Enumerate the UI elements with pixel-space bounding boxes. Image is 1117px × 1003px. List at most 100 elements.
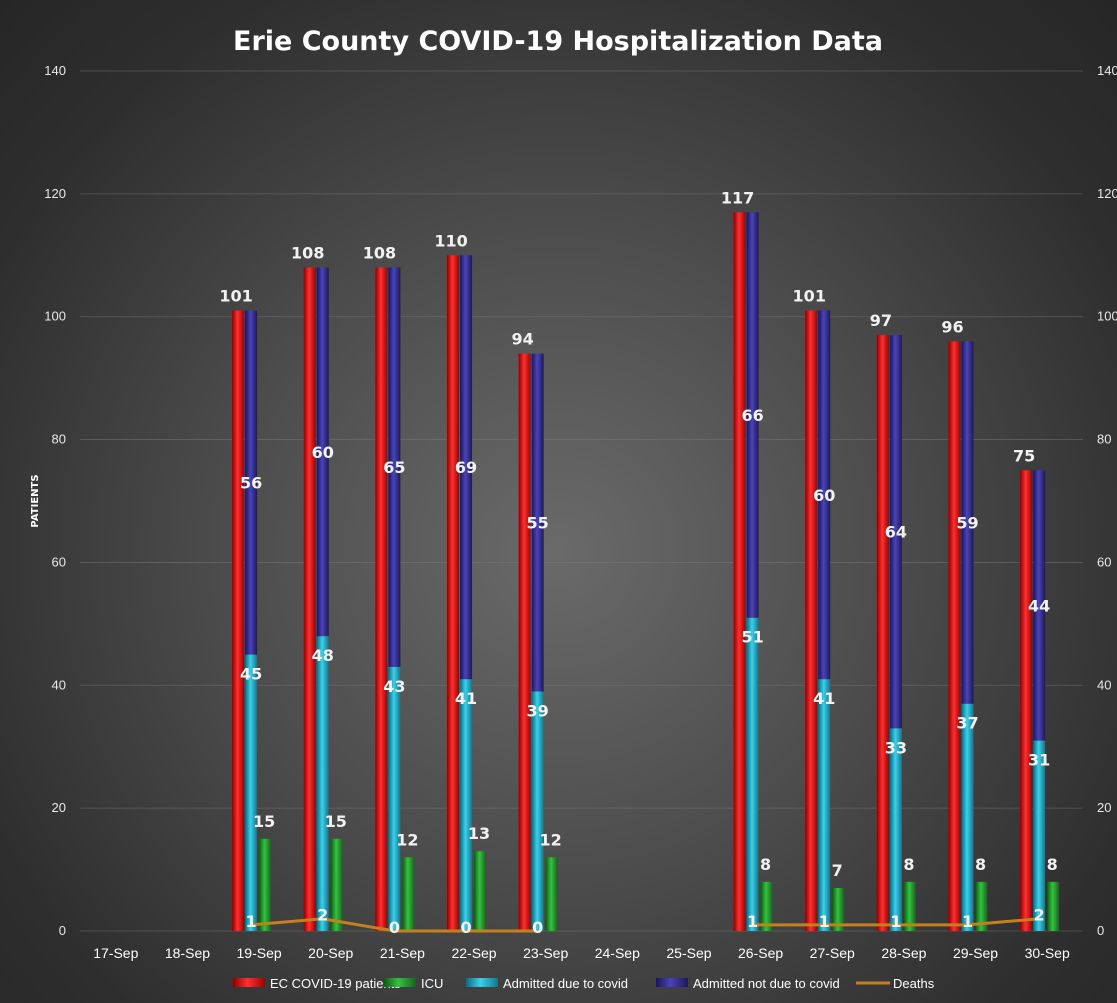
- x-tick-label: 24-Sep: [595, 945, 640, 961]
- data-label-ec-covid-patients: 110: [434, 231, 467, 250]
- data-label-icu: 13: [468, 824, 490, 843]
- data-label-ec-covid-patients: 108: [363, 244, 396, 263]
- data-label-icu: 8: [1047, 855, 1058, 874]
- secondary-y-tick-label: 20: [1097, 800, 1111, 815]
- data-label-admitted-not-due-to-covid: 59: [956, 514, 978, 533]
- legend-swatch: [384, 978, 416, 987]
- x-tick-label: 19-Sep: [237, 945, 282, 961]
- x-tick-label: 25-Sep: [666, 945, 711, 961]
- bar-admitted-due-to-covid: [460, 679, 473, 931]
- secondary-y-tick-label: 80: [1097, 432, 1111, 447]
- bar-admitted-not-due-to-covid: [818, 310, 831, 680]
- data-label-deaths: 0: [532, 918, 543, 937]
- legend-label: Admitted not due to covid: [693, 976, 840, 991]
- y-axis-label: PATIENTS: [30, 474, 41, 527]
- legend-swatch: [466, 978, 498, 987]
- data-label-deaths: 0: [460, 918, 471, 937]
- data-label-deaths: 1: [747, 912, 758, 931]
- bar-ec-covid-patients: [948, 341, 961, 931]
- secondary-y-axis-ticks: 0 20 40 60 80 100 120 140: [1097, 63, 1117, 938]
- legend-item: EC COVID-19 patients: [233, 976, 401, 991]
- data-label-admitted-not-due-to-covid: 65: [383, 458, 405, 477]
- data-label-ec-covid-patients: 117: [721, 188, 754, 207]
- data-label-admitted-due-to-covid: 41: [455, 689, 477, 708]
- bar-admitted-not-due-to-covid: [316, 267, 329, 637]
- secondary-y-tick-label: 40: [1097, 677, 1111, 692]
- data-label-icu: 15: [325, 812, 347, 831]
- legend-item: ICU: [384, 976, 443, 991]
- x-tick-label: 17-Sep: [93, 945, 138, 961]
- y-tick-label: 140: [44, 63, 66, 78]
- bar-icu: [545, 857, 558, 931]
- bar-icu: [903, 881, 916, 931]
- bar-admitted-not-due-to-covid: [388, 267, 401, 667]
- data-label-ec-covid-patients: 96: [941, 317, 963, 336]
- data-label-admitted-not-due-to-covid: 44: [1028, 596, 1050, 615]
- data-label-deaths: 2: [317, 906, 328, 925]
- data-label-deaths: 1: [962, 912, 973, 931]
- data-label-icu: 15: [253, 812, 275, 831]
- data-label-deaths: 2: [1034, 906, 1045, 925]
- data-labels: 1014556151084860151084365121104169139439…: [219, 188, 1057, 937]
- data-label-admitted-due-to-covid: 31: [1028, 751, 1050, 770]
- bar-admitted-not-due-to-covid: [1033, 470, 1046, 741]
- data-label-admitted-not-due-to-covid: 60: [813, 486, 835, 505]
- bar-admitted-due-to-covid: [818, 679, 831, 931]
- chart-title: Erie County COVID-19 Hospitalization Dat…: [233, 26, 883, 57]
- legend-swatch: [656, 978, 688, 987]
- gridlines: [80, 70, 1083, 932]
- data-label-icu: 8: [903, 855, 914, 874]
- bar-admitted-not-due-to-covid: [460, 255, 473, 680]
- legend-swatch: [233, 978, 265, 987]
- deaths-line-segment: [752, 917, 1040, 927]
- data-label-admitted-due-to-covid: 37: [956, 714, 978, 733]
- data-label-admitted-due-to-covid: 43: [383, 677, 405, 696]
- secondary-y-tick-label: 140: [1097, 63, 1117, 78]
- bar-admitted-due-to-covid: [531, 691, 544, 931]
- secondary-y-tick-label: 0: [1097, 923, 1104, 938]
- x-tick-label: 23-Sep: [523, 945, 568, 961]
- data-label-admitted-due-to-covid: 48: [312, 646, 334, 665]
- deaths-line-segment: [250, 917, 538, 933]
- bar-icu: [1047, 881, 1060, 931]
- data-label-icu: 8: [760, 855, 771, 874]
- x-tick-label: 20-Sep: [308, 945, 353, 961]
- data-label-admitted-not-due-to-covid: 66: [741, 406, 763, 425]
- bar-ec-covid-patients: [518, 353, 531, 932]
- secondary-y-tick-label: 100: [1097, 309, 1117, 324]
- data-label-ec-covid-patients: 101: [219, 287, 252, 306]
- data-label-admitted-due-to-covid: 41: [813, 689, 835, 708]
- bar-admitted-due-to-covid: [961, 703, 974, 931]
- bar-admitted-not-due-to-covid: [961, 341, 974, 704]
- legend-item: Admitted not due to covid: [656, 976, 840, 991]
- data-label-admitted-not-due-to-covid: 55: [527, 514, 549, 533]
- secondary-y-tick-label: 120: [1097, 186, 1117, 201]
- bar-admitted-not-due-to-covid: [746, 212, 759, 618]
- bar-series: [232, 212, 1060, 932]
- data-label-admitted-not-due-to-covid: 64: [885, 523, 907, 542]
- x-tick-label: 27-Sep: [810, 945, 855, 961]
- y-tick-label: 0: [59, 923, 66, 938]
- bar-admitted-due-to-covid: [245, 654, 258, 931]
- bar-icu: [474, 851, 487, 931]
- bar-admitted-not-due-to-covid: [531, 353, 544, 692]
- data-label-admitted-due-to-covid: 51: [741, 628, 763, 647]
- bar-icu: [402, 857, 415, 931]
- bar-admitted-not-due-to-covid: [245, 310, 258, 655]
- data-label-icu: 12: [396, 830, 418, 849]
- data-label-ec-covid-patients: 97: [870, 311, 892, 330]
- y-tick-label: 80: [52, 432, 66, 447]
- y-tick-label: 20: [52, 800, 66, 815]
- data-label-ec-covid-patients: 108: [291, 244, 324, 263]
- legend: EC COVID-19 patients ICU Admitted due to c…: [233, 976, 935, 991]
- bar-admitted-due-to-covid: [1033, 740, 1046, 931]
- x-tick-label: 22-Sep: [451, 945, 496, 961]
- data-label-ec-covid-patients: 75: [1013, 446, 1035, 465]
- y-tick-label: 120: [44, 186, 66, 201]
- y-tick-label: 40: [52, 677, 66, 692]
- legend-label: EC COVID-19 patients: [270, 976, 401, 991]
- x-tick-label: 30-Sep: [1025, 945, 1070, 961]
- bar-ec-covid-patients: [1020, 470, 1033, 931]
- deaths-line-series: [250, 917, 1040, 933]
